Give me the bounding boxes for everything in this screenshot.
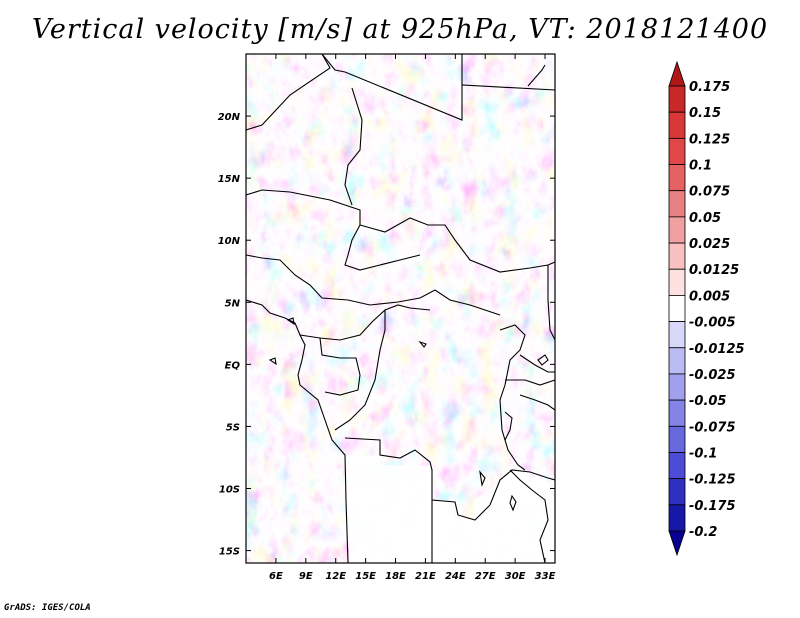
lon-tick-label: 27E	[475, 571, 496, 582]
colorbar-max-arrow	[668, 60, 686, 87]
colorbar-label: 0.005	[689, 289, 730, 304]
colorbar-swatch	[668, 452, 686, 480]
colorbar-label: -0.075	[689, 420, 736, 435]
colorbar-swatch	[668, 347, 686, 375]
lon-tick-label: 9E	[299, 571, 313, 582]
colorbar-swatch	[668, 216, 686, 244]
colorbar-swatch	[668, 137, 686, 165]
colorbar-label: 0.15	[689, 106, 721, 121]
colorbar-label: 0.0125	[689, 263, 739, 278]
colorbar-label: -0.125	[689, 473, 736, 488]
colorbar-label: 0.025	[689, 237, 730, 252]
colorbar-label: -0.005	[689, 316, 736, 331]
lat-tick-label: 15S	[219, 547, 240, 558]
colorbar-label: -0.175	[689, 499, 736, 514]
boundary-lines	[246, 54, 555, 563]
colorbar-min-arrow	[668, 530, 686, 557]
colorbar-label: -0.1	[689, 446, 717, 461]
colorbar-label: 0.125	[689, 132, 730, 147]
lat-tick-label: 10S	[219, 485, 240, 496]
lon-tick-label: 15E	[355, 571, 376, 582]
colorbar-label: 0.05	[689, 211, 721, 226]
velocity-field	[246, 54, 555, 563]
lon-tick-label: 30E	[505, 571, 526, 582]
colorbar-swatch	[668, 295, 686, 322]
latitude-axis: 20N 15N 10N 5N EQ 5S 10S 15S	[218, 112, 555, 558]
colorbar-label: -0.2	[689, 525, 717, 540]
colorbar-swatch	[668, 268, 686, 296]
grads-credit: GrADS: IGES/COLA	[4, 603, 91, 613]
lon-tick-label: 24E	[445, 571, 466, 582]
lat-tick-label: 5S	[226, 422, 240, 433]
lon-tick-label: 21E	[415, 571, 436, 582]
map-frame	[245, 53, 556, 564]
colorbar-swatch	[668, 321, 686, 349]
lon-tick-label: 6E	[269, 571, 283, 582]
colorbar-swatch	[668, 164, 686, 192]
colorbar-swatch	[668, 425, 686, 453]
colorbar-swatch	[668, 373, 686, 401]
lon-tick-label: 12E	[325, 571, 346, 582]
longitude-axis: 6E 9E 12E 15E 18E 21E 24E 27E 30E 33E	[269, 54, 556, 582]
colorbar-label: -0.025	[689, 368, 736, 383]
lon-tick-label: 18E	[385, 571, 406, 582]
colorbar-swatch	[668, 242, 686, 270]
colorbar-label: 0.1	[689, 159, 712, 174]
lat-tick-label: 15N	[218, 174, 241, 185]
colorbar-swatch	[668, 504, 686, 532]
colorbar-swatch	[668, 85, 686, 113]
colorbar: 0.175 0.15 0.125 0.1 0.075 0.05 0.025 0.0125 0.0…	[668, 60, 745, 557]
colorbar-label: 0.175	[689, 80, 730, 95]
colorbar-swatch	[668, 478, 686, 506]
lat-tick-label: 10N	[218, 236, 241, 247]
colorbar-swatch	[668, 111, 686, 139]
plot-title: Vertical velocity [m/s] at 925hPa, VT: 2…	[31, 14, 769, 45]
lat-tick-label: 5N	[225, 298, 241, 309]
lat-tick-label: EQ	[225, 360, 241, 371]
colorbar-label: 0.075	[689, 185, 730, 200]
colorbar-label: -0.05	[689, 394, 726, 409]
colorbar-swatch	[668, 399, 686, 427]
lon-tick-label: 33E	[535, 571, 556, 582]
colorbar-swatch	[668, 190, 686, 218]
colorbar-label: -0.0125	[689, 342, 745, 357]
lat-tick-label: 20N	[218, 112, 241, 123]
